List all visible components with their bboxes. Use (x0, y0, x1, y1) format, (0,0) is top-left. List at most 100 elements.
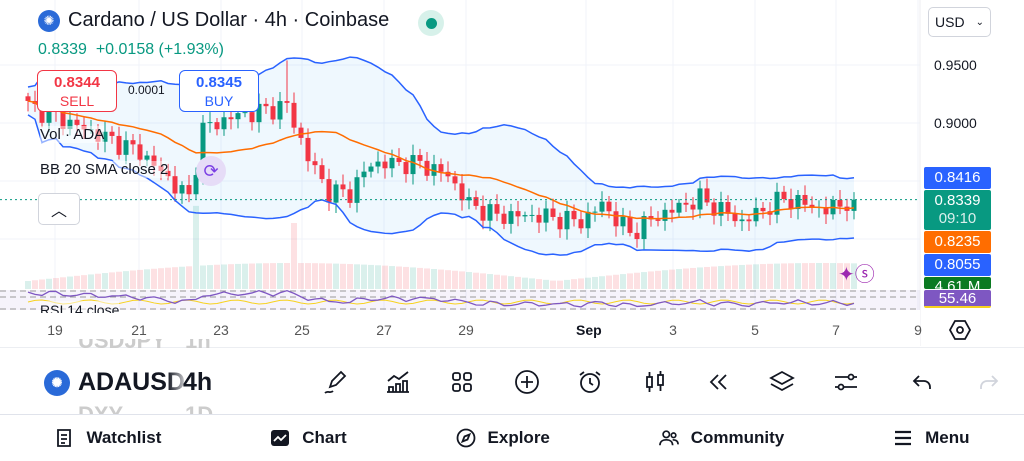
volume-bar (774, 263, 780, 289)
interval-selector[interactable]: 4h (183, 368, 213, 396)
replay-icon[interactable] (703, 367, 733, 397)
candle-body (207, 122, 213, 124)
time-tick: 21 (131, 322, 147, 338)
volume-bar (214, 264, 220, 289)
candle-body (515, 211, 521, 217)
volume-label: 4.61 M (924, 277, 991, 289)
collapse-legend-button[interactable]: ︿ (38, 193, 80, 225)
nav-explore[interactable]: Explore (456, 428, 550, 448)
templates-icon[interactable] (447, 367, 477, 397)
nav-menu[interactable]: Menu (893, 428, 970, 448)
time-axis-bg (0, 310, 920, 347)
bb-lower-line (27, 114, 855, 256)
currency-select[interactable]: USD ⌄ (928, 7, 991, 37)
candle-body (480, 205, 486, 221)
volume-indicator-legend[interactable]: Vol · ADA (40, 126, 105, 143)
drawing-tools-icon[interactable] (320, 367, 350, 397)
candle-body (242, 112, 248, 114)
candle-body (389, 157, 395, 169)
volume-bar (32, 280, 38, 289)
time-tick: 7 (832, 322, 840, 338)
candle-countdown: 09:10 (938, 210, 977, 227)
indicators-icon[interactable] (383, 367, 413, 397)
nav-watchlist[interactable]: Watchlist (54, 428, 161, 448)
bb-basis-line (27, 100, 855, 220)
nav-community[interactable]: Community (658, 428, 784, 448)
candle-body (67, 119, 73, 129)
market-open-indicator-icon[interactable] (418, 10, 444, 36)
candle-body (536, 214, 542, 223)
candle-body (823, 206, 829, 215)
volume-bar (81, 275, 87, 289)
symbol-selector[interactable]: ✺ ADAUSD (44, 368, 190, 397)
candle-body (564, 210, 570, 230)
refresh-icon[interactable]: ⟳ (196, 156, 226, 186)
alert-clock-icon[interactable] (575, 367, 605, 397)
volume-bar (326, 263, 332, 289)
candle-body (375, 161, 381, 167)
volume-bar (746, 264, 752, 289)
volume-bar (172, 267, 178, 289)
volume-bar (158, 268, 164, 289)
volume-bar (536, 279, 542, 289)
menu-icon (895, 430, 912, 446)
volume-bar (200, 265, 206, 289)
volume-bar (431, 269, 437, 289)
volume-bar (704, 266, 710, 289)
candle-body (501, 213, 507, 224)
buy-button[interactable]: 0.8345 BUY (179, 70, 259, 112)
volume-bar (284, 263, 290, 289)
candle-body (753, 207, 759, 222)
volume-bar (711, 266, 717, 289)
candle-body (795, 194, 801, 210)
chart-type-candles-icon[interactable] (640, 367, 670, 397)
divider (0, 347, 1024, 348)
volume-bar (578, 278, 584, 289)
volume-bar (823, 263, 829, 289)
nav-chart[interactable]: Chart (270, 428, 347, 448)
volume-bar (487, 274, 493, 289)
volume-bar (473, 272, 479, 289)
add-icon[interactable] (512, 367, 542, 397)
ghost-symbol: USDJPY (78, 339, 167, 353)
candle-body (529, 214, 535, 216)
volume-bar (466, 272, 472, 289)
chart-settings-icon[interactable] (948, 318, 972, 342)
volume-bar (662, 270, 668, 289)
rsi-indicator-legend[interactable]: RSI 14 close (40, 301, 120, 313)
volume-bar (501, 275, 507, 289)
settings-sliders-icon[interactable] (831, 367, 861, 397)
bb-indicator-legend[interactable]: BB 20 SMA close 2 (40, 161, 169, 178)
buy-price: 0.8345 (196, 74, 242, 91)
bb-basis-label: 0.8235 (924, 231, 991, 253)
candle-body (508, 211, 514, 224)
volume-bar (235, 263, 241, 289)
candle-body (151, 155, 157, 166)
last-price-label: 0.8339 09:10 (924, 190, 991, 230)
time-tick: 3 (669, 322, 677, 338)
candle-body (557, 216, 563, 230)
layers-icon[interactable] (767, 367, 797, 397)
ai-assistant-icon[interactable]: ✦ⓢ (838, 264, 875, 286)
candle-body (340, 184, 346, 190)
candle-body (760, 207, 766, 212)
sell-button[interactable]: 0.8344 SELL (37, 70, 117, 112)
candle-body (837, 199, 843, 207)
candle-body (613, 211, 619, 227)
volume-bar (494, 274, 500, 289)
candle-body (291, 102, 297, 128)
candle-body (473, 197, 479, 206)
chart-title[interactable]: ✺ Cardano / US Dollar · 4h · Coinbase (38, 9, 389, 32)
price-tick: 0.9500 (934, 57, 977, 73)
candle-body (788, 199, 794, 210)
candle-body (683, 202, 689, 205)
candle-body (592, 211, 598, 213)
redo-icon[interactable] (974, 367, 1004, 397)
candle-body (137, 144, 143, 160)
undo-icon[interactable] (907, 367, 937, 397)
candle-body (634, 232, 640, 240)
candle-body (690, 204, 696, 210)
candle-body (452, 176, 458, 184)
volume-bar (109, 272, 115, 289)
volume-bar (368, 264, 374, 289)
